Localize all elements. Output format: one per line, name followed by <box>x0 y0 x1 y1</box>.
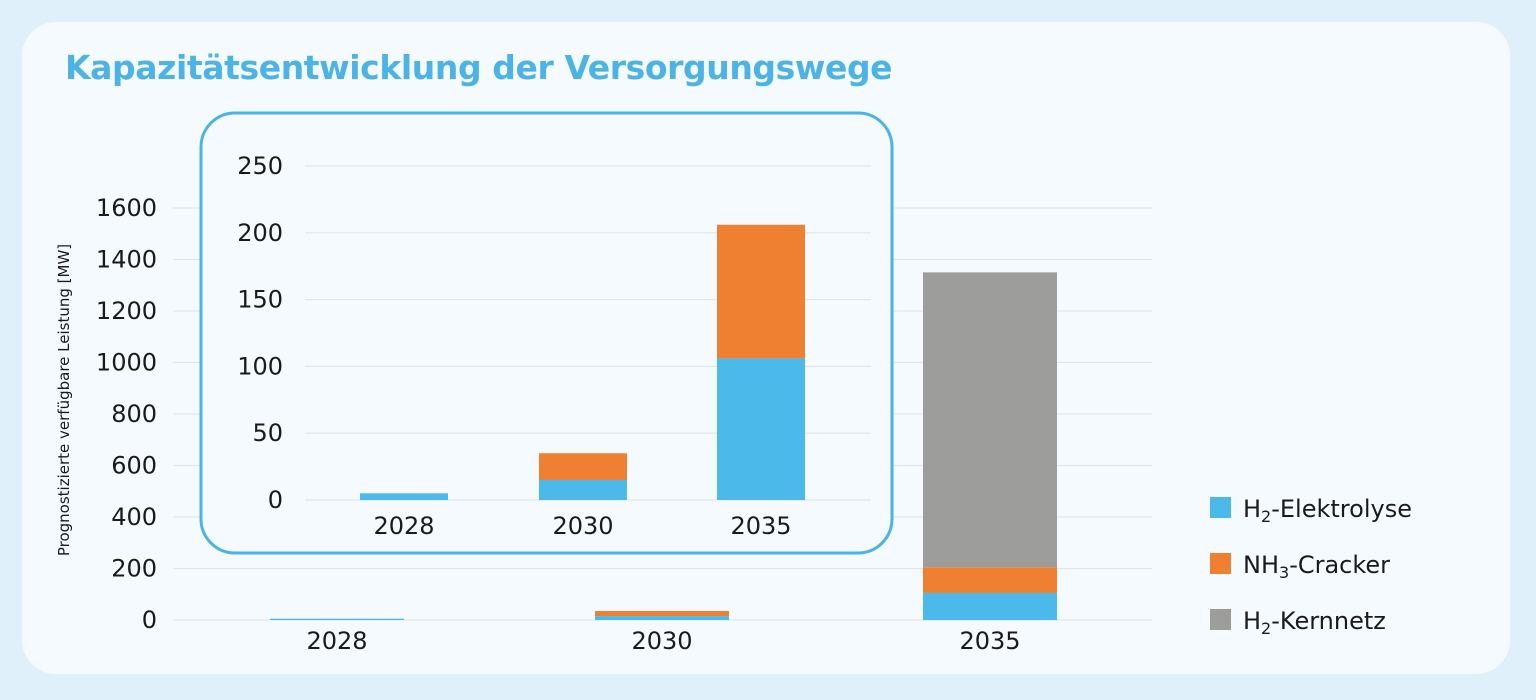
legend-swatch-h2-kernnetz <box>1210 609 1231 630</box>
inset-bar-h2-elektrolyse-2035 <box>717 358 805 500</box>
main-y-tick-label: 1600 <box>96 194 157 222</box>
main-y-tick-label: 1000 <box>96 349 157 377</box>
main-y-tick-label: 600 <box>111 452 157 480</box>
main-bar-h2-elektrolyse-2035 <box>923 592 1057 620</box>
main-y-tick-label: 400 <box>111 503 157 531</box>
inset-bar-h2-elektrolyse-2028 <box>360 493 448 500</box>
main-x-tick-label: 2030 <box>631 627 692 655</box>
inset-y-tick-label: 50 <box>252 419 283 447</box>
main-x-tick-label: 2028 <box>306 627 367 655</box>
inset-x-tick-labels: 2028 2030 2035 <box>373 512 791 540</box>
inset-x-tick-label: 2035 <box>730 512 791 540</box>
main-y-tick-label: 0 <box>142 606 157 634</box>
legend-swatch-nh3-cracker <box>1210 553 1231 574</box>
main-bar-h2-elektrolyse-2028 <box>270 618 404 620</box>
main-y-tick-labels: 0 200 400 600 800 1000 1200 1400 1600 <box>96 194 157 634</box>
main-bar-nh3-cracker-2035 <box>923 567 1057 593</box>
main-y-tick-label: 800 <box>111 400 157 428</box>
main-bars <box>270 272 1057 620</box>
inset-x-tick-label: 2028 <box>373 512 434 540</box>
inset-y-tick-label: 0 <box>268 486 283 514</box>
main-x-tick-label: 2035 <box>959 627 1020 655</box>
legend-swatch-h2-elektrolyse <box>1210 497 1231 518</box>
main-bar-h2-kernnetz-2035 <box>923 272 1057 568</box>
main-y-tick-label: 1400 <box>96 246 157 274</box>
chart-title: Kapazitätsentwicklung der Versorgungsweg… <box>65 48 893 87</box>
inset-y-tick-label: 150 <box>237 286 283 314</box>
legend-label-nh3-cracker: NH3-Cracker <box>1243 551 1390 582</box>
inset-bar-nh3-cracker-2035 <box>717 224 805 359</box>
main-bar-nh3-cracker-2030 <box>595 610 729 617</box>
legend-label-h2-kernnetz: H2-Kernnetz <box>1243 607 1386 638</box>
main-y-tick-label: 1200 <box>96 297 157 325</box>
inset-x-tick-label: 2030 <box>552 512 613 540</box>
inset-y-tick-labels: 0 50 100 150 200 250 <box>237 152 283 514</box>
legend-label-h2-elektrolyse: H2-Elektrolyse <box>1243 495 1412 526</box>
legend: H2-Elektrolyse NH3-Cracker H2-Kernnetz <box>1210 495 1412 638</box>
inset-bars <box>360 224 805 500</box>
inset-y-tick-label: 250 <box>237 152 283 180</box>
main-y-axis-label: Prognostizierte verfügbare Leistung [MW] <box>55 244 73 556</box>
inset-y-tick-label: 200 <box>237 219 283 247</box>
main-x-tick-labels: 2028 2030 2035 <box>306 627 1020 655</box>
main-y-tick-label: 200 <box>111 555 157 583</box>
inset-bar-nh3-cracker-2030 <box>539 453 627 480</box>
inset-bar-h2-elektrolyse-2030 <box>539 479 627 500</box>
inset-y-tick-label: 100 <box>237 352 283 380</box>
main-bar-h2-elektrolyse-2030 <box>595 616 729 620</box>
